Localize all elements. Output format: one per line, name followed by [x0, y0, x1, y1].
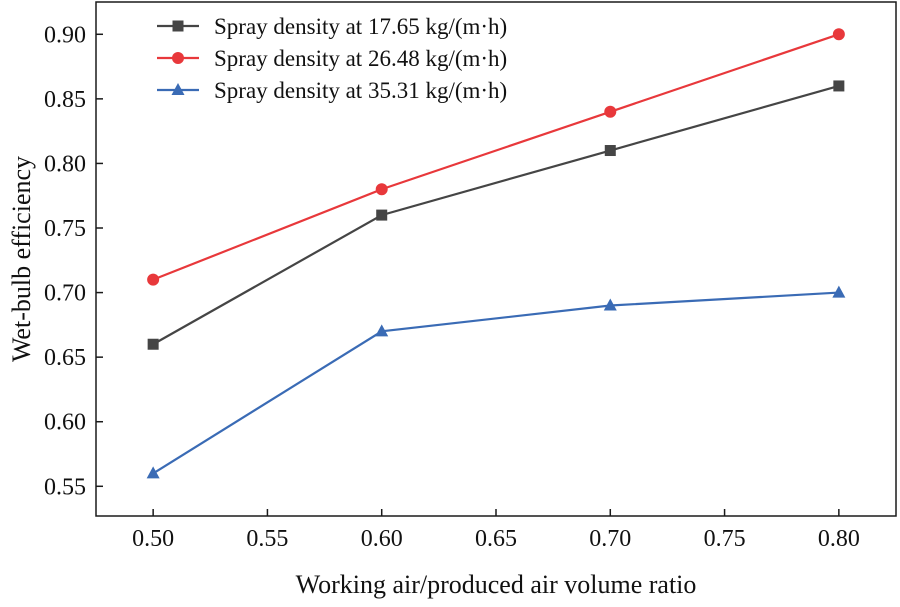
x-tick-label: 0.70 — [589, 526, 631, 552]
series-layer — [146, 28, 846, 479]
y-tick-label: 0.55 — [44, 474, 86, 500]
x-tick-label: 0.60 — [361, 526, 403, 552]
legend-swatch-marker — [171, 83, 185, 95]
x-tick-label: 0.75 — [704, 526, 746, 552]
data-point — [832, 28, 845, 41]
legend-swatch-marker — [172, 20, 184, 32]
y-tick-label: 0.90 — [44, 22, 86, 48]
series-1 — [147, 80, 845, 350]
data-point — [604, 145, 616, 157]
x-tick-label: 0.65 — [475, 526, 517, 552]
series-line — [152, 291, 839, 475]
data-point — [603, 298, 617, 311]
data-point — [146, 466, 160, 479]
y-axis-title: Wet-bulb efficiency — [7, 156, 36, 362]
y-tick-label: 0.65 — [44, 345, 86, 371]
data-point — [376, 209, 388, 221]
series-line — [152, 33, 840, 281]
data-point — [375, 183, 388, 196]
series-2 — [147, 28, 845, 286]
x-axis-title: Working air/produced air volume ratio — [296, 570, 697, 599]
data-point — [833, 80, 845, 92]
legend-label: Spray density at 17.65 kg/(m·h) — [214, 14, 507, 39]
x-tick-label: 0.50 — [132, 526, 174, 552]
data-point — [147, 338, 159, 350]
plot-area — [95, 1, 897, 517]
data-point — [604, 105, 617, 118]
y-tick-label: 0.85 — [44, 87, 86, 113]
legend: Spray density at 17.65 kg/(m·h) Spray den… — [157, 14, 507, 103]
series-line — [152, 84, 840, 346]
x-axis-ticks: 0.50 0.55 0.60 0.65 0.70 0.75 0.80 — [132, 509, 860, 552]
x-tick-label: 0.55 — [246, 526, 288, 552]
y-tick-label: 0.80 — [44, 151, 86, 177]
data-point — [832, 285, 846, 298]
legend-swatch-marker — [172, 52, 184, 64]
legend-label: Spray density at 26.48 kg/(m·h) — [214, 46, 507, 71]
y-tick-label: 0.75 — [44, 216, 86, 242]
data-point — [147, 273, 160, 286]
y-tick-label: 0.60 — [44, 410, 86, 436]
series-3 — [146, 285, 846, 479]
data-point — [375, 324, 389, 337]
x-tick-label: 0.80 — [818, 526, 860, 552]
y-axis-ticks: 0.55 0.60 0.65 0.70 0.75 0.80 0.85 0.90 — [44, 22, 103, 500]
legend-label: Spray density at 35.31 kg/(m·h) — [214, 78, 507, 103]
y-tick-label: 0.70 — [44, 281, 86, 307]
